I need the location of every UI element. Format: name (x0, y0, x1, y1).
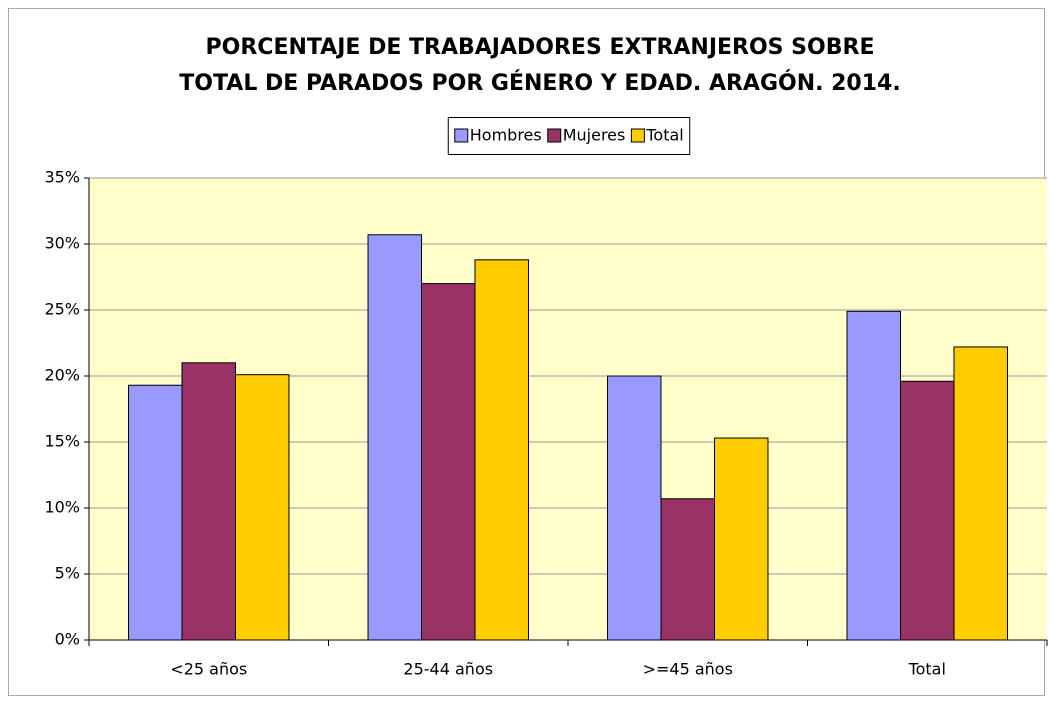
x-tick-label: >=45 años (643, 660, 733, 679)
bar (846, 310, 902, 641)
bar (128, 384, 183, 641)
y-tick-label: 35% (44, 168, 80, 187)
bar (421, 283, 476, 641)
y-tick-label: 5% (55, 564, 80, 583)
legend-swatch (547, 128, 562, 143)
y-tick-label: 0% (55, 630, 80, 649)
bar (474, 259, 529, 641)
legend-label: Hombres (470, 126, 542, 145)
legend-swatch (454, 128, 469, 143)
bar (181, 362, 236, 641)
legend (447, 117, 691, 155)
x-tick-label: 25-44 años (403, 660, 493, 679)
legend-label: Total (645, 126, 683, 145)
bar (713, 437, 769, 641)
y-tick-label: 25% (44, 300, 80, 319)
bar (607, 375, 662, 641)
chart-title: PORCENTAJE DE TRABAJADORES EXTRANJEROS S… (206, 35, 875, 60)
y-tick-label: 20% (44, 366, 80, 385)
bar (234, 374, 290, 641)
y-tick-label: 30% (44, 234, 80, 253)
bar (953, 346, 1008, 641)
x-tick-label: Total (908, 660, 946, 679)
legend-swatch (630, 128, 645, 143)
x-tick-label: <25 años (170, 660, 247, 679)
bar (660, 498, 715, 641)
bar (367, 234, 423, 641)
chart-title: TOTAL DE PARADOS POR GÉNERO Y EDAD. ARAG… (179, 70, 900, 96)
bar (900, 380, 955, 641)
y-tick-label: 15% (44, 432, 80, 451)
legend-label: Mujeres (563, 126, 626, 145)
y-tick-label: 10% (44, 498, 80, 517)
